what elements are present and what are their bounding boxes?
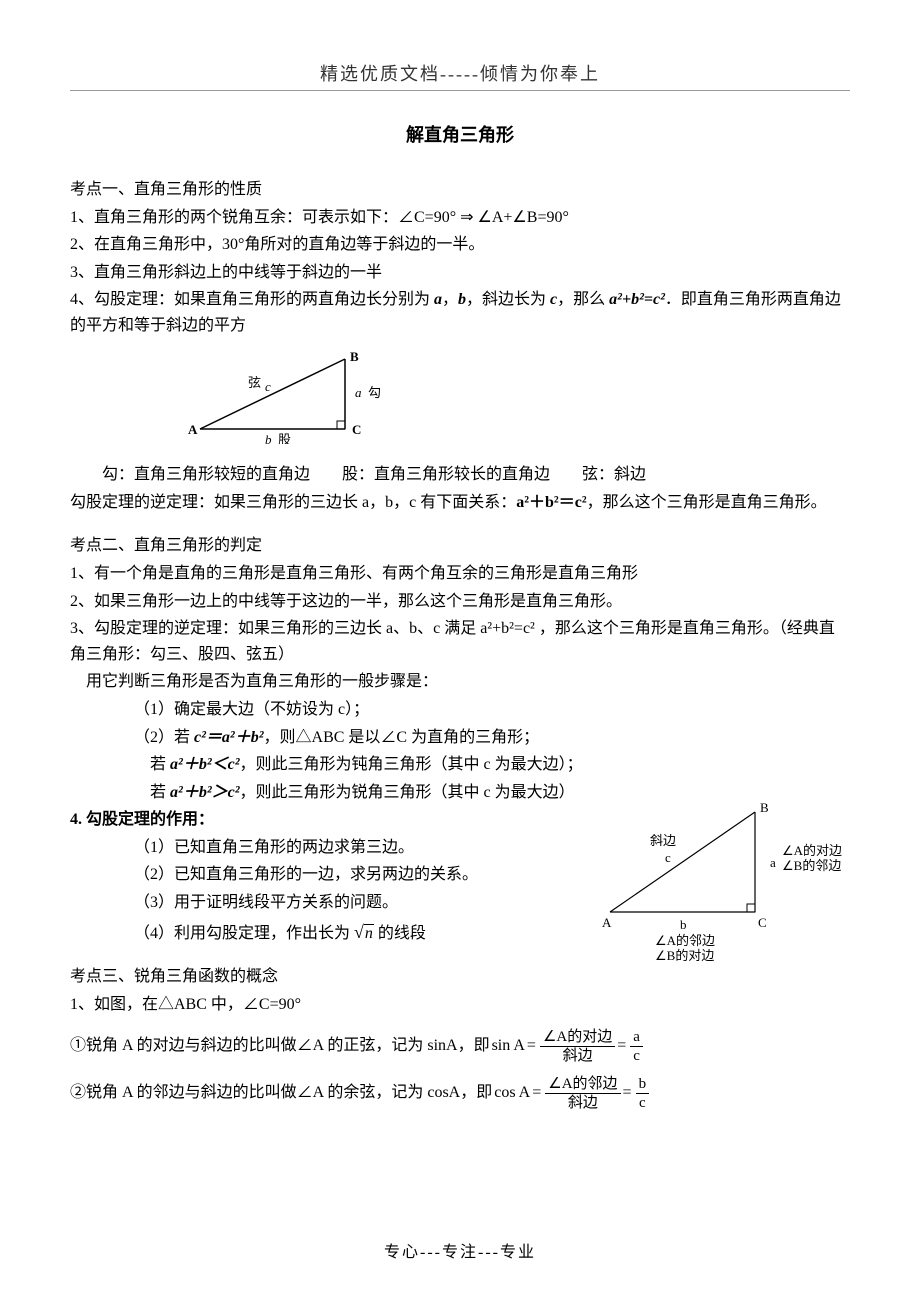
s3-cos-frac2: b c — [636, 1075, 650, 1112]
d1-a: a — [355, 385, 362, 400]
s2-step4-pre: 若 — [150, 784, 170, 801]
page-footer: 专心---专注---专业 — [0, 1238, 920, 1262]
s1-inverse: 勾股定理的逆定理：如果三角形的三边长 a，b，c 有下面关系：a²＋b²＝c²，… — [70, 490, 850, 516]
s3-cos-pre: ②锐角 A 的邻边与斜边的比叫做∠A 的余弦，记为 cosA，即 — [70, 1080, 492, 1106]
d2-xiebian: 斜边 — [650, 833, 676, 848]
s3-sin-num1: ∠A的对边 — [540, 1028, 615, 1047]
s2-step3: 若 a²＋b²＜c²，则此三角形为钝角三角形（其中 c 为最大边）； — [70, 752, 850, 778]
d1-gou: 勾 — [368, 385, 381, 400]
s2-p1: 1、有一个角是直角的三角形是直角三角形、有两个角互余的三角形是直角三角形 — [70, 561, 850, 587]
section-1-heading: 考点一、直角三角形的性质 — [70, 177, 850, 203]
s2-p2: 2、如果三角形一边上的中线等于这边的一半，那么这个三角形是直角三角形。 — [70, 589, 850, 615]
s2-step3-eq: a²＋b²＜c² — [170, 756, 240, 773]
section-3: 考点三、锐角三角函数的概念 1、如图，在△ABC 中，∠C=90° ①锐角 A … — [70, 964, 850, 1111]
d1-xian: 弦 — [248, 375, 261, 390]
s1-inv-pre: 勾股定理的逆定理：如果三角形的三边长 a，b，c 有下面关系： — [70, 494, 516, 511]
s1-p4-m3: ，那么 — [557, 291, 609, 308]
s3-sin-frac2: a c — [630, 1028, 643, 1065]
s2-step1: （1）确定最大边（不妨设为 c）； — [70, 697, 850, 723]
d2-c: c — [665, 850, 671, 865]
s3-cos-den2: c — [636, 1094, 650, 1112]
s2-use4-post: 的线段 — [374, 925, 426, 942]
section-1: 考点一、直角三角形的性质 1、直角三角形的两个锐角互余：可表示如下：∠C=90°… — [70, 177, 850, 515]
header-divider — [70, 90, 850, 91]
d2-aopp: ∠A的对边 — [782, 843, 842, 858]
page-header: 精选优质文档-----倾情为你奉上 — [70, 60, 850, 86]
d2-b: b — [680, 917, 687, 932]
s3-cos-num2: b — [636, 1075, 650, 1094]
d2-a: a — [770, 855, 776, 870]
s2-step4-eq: a²＋b²＞c² — [170, 784, 240, 801]
d2-aadj: ∠A的邻边 — [655, 933, 715, 948]
s1-p4-m1: ， — [442, 291, 458, 308]
s1-p1: 1、直角三角形的两个锐角互余：可表示如下：∠C=90° ⇒ ∠A+∠B=90° — [70, 205, 850, 231]
s2-step4-post: ，则此三角形为锐角三角形（其中 c 为最大边） — [240, 784, 575, 801]
s2-step2-post: ，则△ABC 是以∠C 为直角的三角形； — [264, 729, 540, 746]
s3-cos-den1: 斜边 — [545, 1094, 620, 1112]
s3-p1: 1、如图，在△ABC 中，∠C=90° — [70, 992, 850, 1018]
s1-p4-b: b — [458, 291, 466, 308]
s2-step3-pre: 若 — [150, 756, 170, 773]
diagram-triangle-1: A B C 弦 c a 勾 b 股 — [170, 349, 850, 453]
s3-sin-num2: a — [630, 1028, 643, 1047]
s3-eq3: = — [532, 1080, 541, 1106]
s2-uses-block: 4. 勾股定理的作用： （1）已知直角三角形的两边求第三边。 （2）已知直角三角… — [70, 807, 850, 946]
d1-B: B — [350, 349, 359, 364]
d1-A: A — [188, 422, 198, 437]
s3-cos-fn: cos A — [494, 1080, 530, 1106]
d2-badj: ∠B的邻边 — [782, 858, 841, 873]
d2-A: A — [602, 915, 612, 930]
d1-b: b — [265, 432, 272, 444]
d1-c: c — [265, 379, 271, 394]
s1-p4: 4、勾股定理：如果直角三角形的两直角边长分别为 a，b，斜边长为 c，那么 a²… — [70, 287, 850, 338]
d2-C: C — [758, 915, 767, 930]
s2-step2-pre: （2）若 — [134, 729, 194, 746]
s1-p2: 2、在直角三角形中，30°角所对的直角边等于斜边的一半。 — [70, 232, 850, 258]
document-title: 解直角三角形 — [70, 121, 850, 147]
s1-legend: 勾：直角三角形较短的直角边 股：直角三角形较长的直角边 弦：斜边 — [70, 462, 850, 488]
section-2: 考点二、直角三角形的判定 1、有一个角是直角的三角形是直角三角形、有两个角互余的… — [70, 533, 850, 946]
s1-p4-prefix: 4、勾股定理：如果直角三角形的两直角边长分别为 — [70, 291, 434, 308]
d1-C: C — [352, 422, 361, 437]
s1-inv-post: ，那么这个三角形是直角三角形。 — [587, 494, 827, 511]
s1-p4-m2: ，斜边长为 — [466, 291, 550, 308]
triangle-1-svg: A B C 弦 c a 勾 b 股 — [170, 349, 410, 444]
s3-cos-num1: ∠A的邻边 — [545, 1075, 620, 1094]
s3-sin-line: ①锐角 A 的对边与斜边的比叫做∠A 的正弦，记为 sinA，即 sin A =… — [70, 1028, 850, 1065]
section-2-heading: 考点二、直角三角形的判定 — [70, 533, 850, 559]
s2-use4-n: n — [365, 925, 373, 942]
d2-bopp: ∠B的对边 — [655, 948, 714, 963]
d1-gu: 股 — [278, 432, 291, 444]
s3-eq2: = — [617, 1033, 626, 1059]
triangle-2-svg: A B C 斜边 c a ∠A的对边 ∠B的邻边 b ∠A的邻边 ∠B的对边 — [590, 797, 850, 967]
s3-sin-den2: c — [630, 1047, 643, 1065]
s2-step2-eq: c²＝a²＋b² — [194, 729, 264, 746]
d2-B: B — [760, 800, 769, 815]
document-page: 精选优质文档-----倾情为你奉上 解直角三角形 考点一、直角三角形的性质 1、… — [0, 0, 920, 1302]
s3-sin-den1: 斜边 — [540, 1047, 615, 1065]
s3-eq1: = — [527, 1033, 536, 1059]
s2-step2: （2）若 c²＝a²＋b²，则△ABC 是以∠C 为直角的三角形； — [70, 725, 850, 751]
s3-eq4: = — [623, 1080, 632, 1106]
s2-p3: 3、勾股定理的逆定理：如果三角形的三边长 a、b、c 满足 a²+b²=c² ，… — [70, 616, 850, 667]
s2-p4: 用它判断三角形是否为直角三角形的一般步骤是： — [70, 669, 850, 695]
s3-sin-fn: sin A — [492, 1033, 525, 1059]
s3-sin-pre: ①锐角 A 的对边与斜边的比叫做∠A 的正弦，记为 sinA，即 — [70, 1033, 490, 1059]
s3-cos-line: ②锐角 A 的邻边与斜边的比叫做∠A 的余弦，记为 cosA，即 cos A =… — [70, 1075, 850, 1112]
s1-p4-eq: a²+b²=c² — [609, 291, 665, 308]
s2-step3-post: ，则此三角形为钝角三角形（其中 c 为最大边）； — [240, 756, 583, 773]
diagram-triangle-2: A B C 斜边 c a ∠A的对边 ∠B的邻边 b ∠A的邻边 ∠B的对边 — [590, 797, 850, 976]
s3-cos-frac1: ∠A的邻边 斜边 — [545, 1075, 620, 1112]
s1-inv-eq: a²＋b²＝c² — [516, 494, 586, 511]
s1-p3: 3、直角三角形斜边上的中线等于斜边的一半 — [70, 260, 850, 286]
s2-use4-pre: （4）利用勾股定理，作出长为 — [134, 925, 354, 942]
s3-sin-frac1: ∠A的对边 斜边 — [540, 1028, 615, 1065]
s1-p4-a: a — [434, 291, 442, 308]
